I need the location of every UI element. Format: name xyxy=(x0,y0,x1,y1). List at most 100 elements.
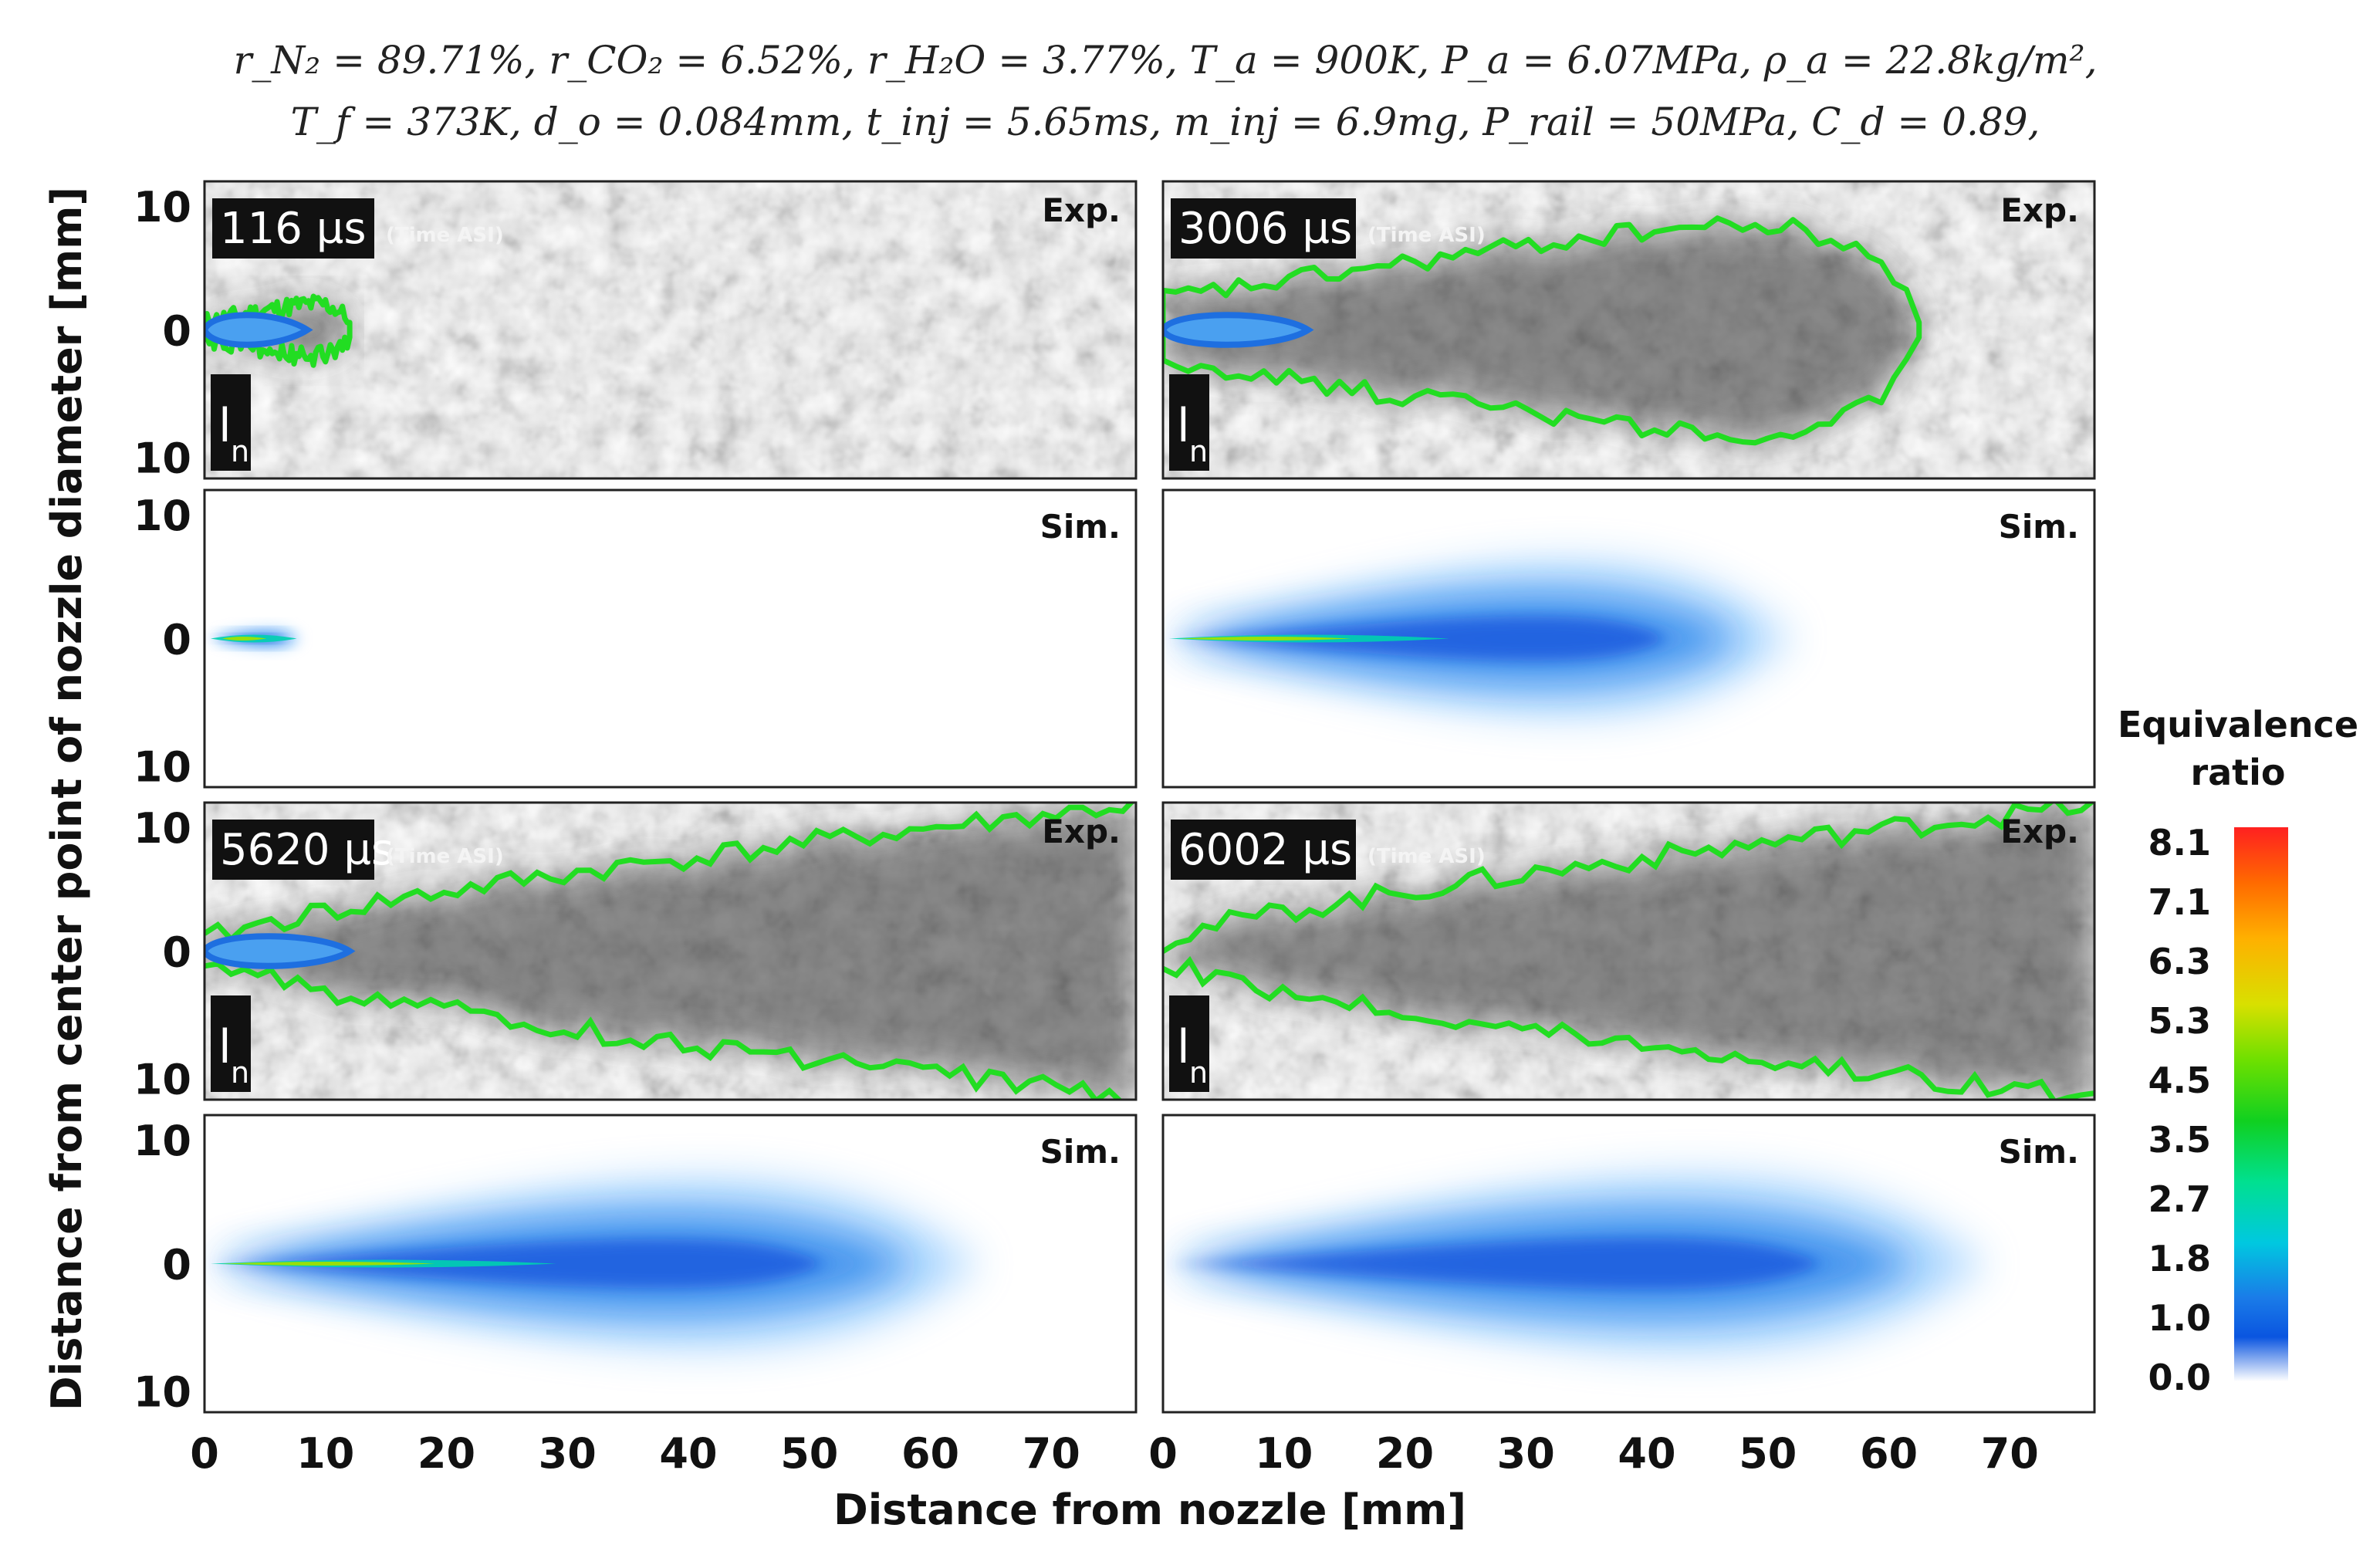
time-suffix: (Time ASI) xyxy=(1367,224,1486,247)
nozzle-marker-box xyxy=(211,995,251,1092)
sim-image xyxy=(210,1177,979,1350)
nozzle-marker-box xyxy=(1169,995,1209,1092)
x-tick-label: 40 xyxy=(659,1429,717,1478)
nozzle-marker-n: n xyxy=(1189,1056,1208,1090)
exp-frame xyxy=(203,801,1138,1101)
sim-label: Sim. xyxy=(1040,508,1121,546)
nozzle-marker-box xyxy=(211,374,251,471)
sim-border xyxy=(1161,1114,2096,1414)
y-tick-label: 0 xyxy=(162,928,191,977)
x-tick-label: 60 xyxy=(901,1429,959,1478)
colorbar-gradient xyxy=(2234,827,2288,1381)
y-tick-label: 10 xyxy=(134,492,191,540)
vapor-region xyxy=(1163,803,2094,1100)
sim-border xyxy=(1161,488,2096,789)
exp-label: Exp. xyxy=(2000,813,2079,850)
exp-label: Exp. xyxy=(1042,813,1121,850)
time-label-box xyxy=(1171,198,1356,259)
nozzle-marker-n: n xyxy=(231,1056,249,1090)
sim-image xyxy=(1168,560,1793,717)
sim-peak-streak xyxy=(221,1262,435,1266)
panel-group: 3006 µs (Time ASI) Exp. l n Sim. xyxy=(1161,180,2096,789)
nozzle-marker-n: n xyxy=(1189,434,1208,468)
y-tick-label: 10 xyxy=(134,183,191,232)
sim-label: Sim. xyxy=(1999,1133,2079,1171)
y-tick-label: 10 xyxy=(134,434,191,483)
colorbar-tick-label: 2.7 xyxy=(2148,1178,2212,1220)
colorbar-tick-label: 1.8 xyxy=(2148,1238,2212,1279)
panel-group: 6002 µs (Time ASI) Exp. l n Sim. xyxy=(1161,801,2096,1414)
time-label: 3006 µs xyxy=(1178,204,1352,254)
x-tick-label: 30 xyxy=(1497,1429,1555,1478)
time-label-box xyxy=(1171,820,1356,880)
nozzle-marker-l: l xyxy=(1177,1020,1190,1074)
x-tick-label: 70 xyxy=(1023,1429,1080,1478)
panel-group: 116 µs (Time ASI) Exp. l n Sim. xyxy=(203,180,1138,789)
time-label-box xyxy=(212,198,374,259)
x-tick-label: 70 xyxy=(1981,1429,2039,1478)
time-suffix: (Time ASI) xyxy=(386,845,504,868)
sim-border xyxy=(203,488,1138,789)
time-label: 5620 µs xyxy=(220,825,394,875)
condition-line-2: T_f = 373K, d_o = 0.084mm, t_inj = 5.65m… xyxy=(291,100,2040,144)
x-tick-label: 40 xyxy=(1618,1429,1675,1478)
colorbar-tick-label: 5.3 xyxy=(2148,1000,2212,1042)
vapor-contour-lower xyxy=(1163,955,2094,1100)
colorbar-title-1: Equivalence xyxy=(2118,704,2358,745)
y-tick-label: 0 xyxy=(162,307,191,356)
colorbar-tick-label: 0.0 xyxy=(2148,1357,2212,1398)
x-tick-label: 0 xyxy=(190,1429,219,1478)
sim-image xyxy=(1168,1173,1986,1354)
liquid-core xyxy=(1163,312,1314,348)
vapor-region xyxy=(1163,218,1919,443)
x-tick-label: 10 xyxy=(296,1429,354,1478)
colorbar-tick-label: 6.3 xyxy=(2148,941,2212,982)
time-suffix: (Time ASI) xyxy=(386,224,504,247)
x-tick-label: 10 xyxy=(1255,1429,1313,1478)
exp-label: Exp. xyxy=(2000,191,2079,229)
exp-label: Exp. xyxy=(1042,191,1121,229)
vapor-region xyxy=(205,803,1136,1100)
x-tick-label: 20 xyxy=(1376,1429,1434,1478)
colorbar-title-2: ratio xyxy=(2190,752,2285,793)
x-axis-title: Distance from nozzle [mm] xyxy=(833,1486,1466,1534)
x-tick-label: 50 xyxy=(780,1429,838,1478)
nozzle-marker-n: n xyxy=(231,434,249,468)
colorbar-tick-label: 7.1 xyxy=(2148,881,2212,923)
sim-core xyxy=(1168,1238,1823,1290)
y-tick-label: 10 xyxy=(134,743,191,792)
exp-frame xyxy=(1161,180,2096,480)
nozzle-marker-l: l xyxy=(218,1020,232,1074)
time-suffix: (Time ASI) xyxy=(1367,845,1486,868)
liquid-core xyxy=(205,933,356,969)
colorbar-tick-label: 3.5 xyxy=(2148,1119,2212,1161)
nozzle-marker-l: l xyxy=(218,399,232,453)
y-tick-label: 10 xyxy=(134,1056,191,1104)
sim-label: Sim. xyxy=(1040,1133,1121,1171)
colorbar-tick-label: 4.5 xyxy=(2148,1060,2212,1101)
y-tick-label: 0 xyxy=(162,616,191,664)
time-label: 116 µs xyxy=(220,204,367,254)
sim-border xyxy=(203,1114,1138,1414)
sim-image xyxy=(210,627,302,650)
time-label: 6002 µs xyxy=(1178,825,1352,875)
y-tick-label: 0 xyxy=(162,1241,191,1290)
vapor-contour xyxy=(1163,215,1922,446)
x-tick-label: 60 xyxy=(1860,1429,1918,1478)
y-axis-title: Distance from center point of nozzle dia… xyxy=(42,187,91,1411)
colorbar-tick-label: 8.1 xyxy=(2148,822,2212,864)
y-tick-label: 10 xyxy=(134,1117,191,1165)
sim-peak-streak xyxy=(1180,637,1351,641)
vapor-contour-upper xyxy=(205,803,1135,944)
exp-frame xyxy=(1161,801,2096,1101)
x-tick-label: 50 xyxy=(1739,1429,1797,1478)
time-label-box xyxy=(212,820,374,880)
x-tick-label: 20 xyxy=(418,1429,475,1478)
vapor-contour-upper xyxy=(1163,803,2094,954)
liquid-core xyxy=(205,312,313,348)
panel-group: 5620 µs(Time ASI) Exp. l n Sim. xyxy=(203,801,1138,1414)
colorbar-tick-label: 1.0 xyxy=(2148,1297,2212,1339)
y-tick-label: 10 xyxy=(134,804,191,853)
nozzle-marker-box xyxy=(1169,374,1209,471)
